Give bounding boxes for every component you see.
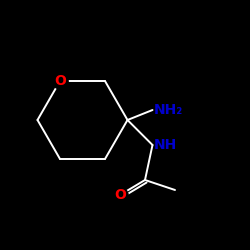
Text: O: O — [54, 74, 66, 88]
Text: NH: NH — [154, 138, 177, 152]
Text: O: O — [114, 188, 126, 202]
Text: NH₂: NH₂ — [154, 103, 183, 117]
